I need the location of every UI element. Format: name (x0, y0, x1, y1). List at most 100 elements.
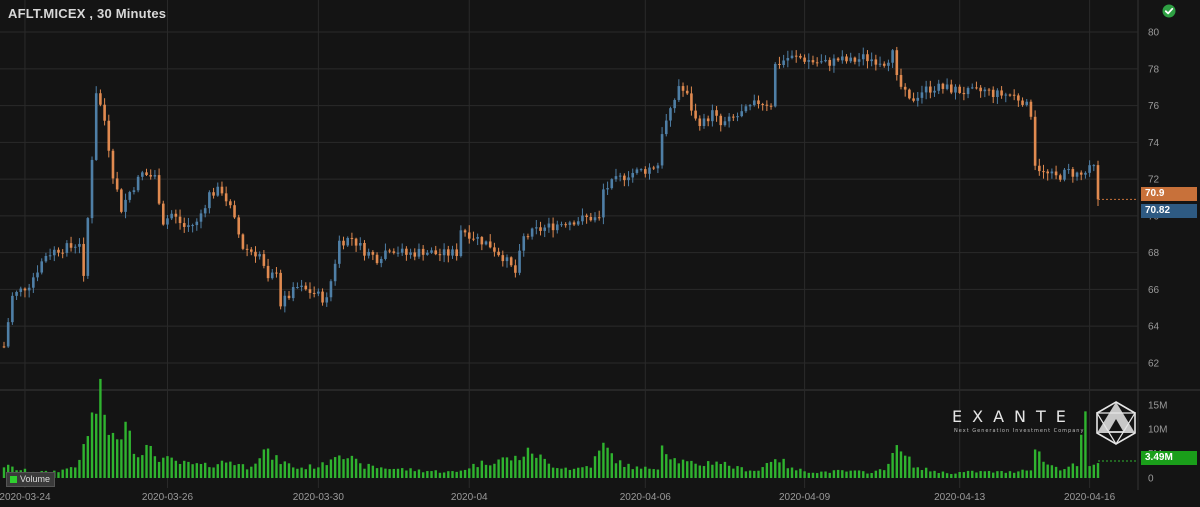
candle-body (48, 255, 52, 257)
candle-body (11, 295, 14, 323)
volume-bar (958, 471, 961, 478)
volume-bar (396, 468, 400, 478)
candle-body (673, 99, 676, 109)
volume-bar (484, 464, 488, 478)
volume-bar (468, 468, 471, 478)
candle-body (287, 295, 291, 299)
volume-bar (711, 464, 714, 478)
volume-swatch (10, 476, 17, 483)
volume-bar (1021, 469, 1024, 478)
volume-bar (296, 468, 299, 478)
volume-bar (945, 473, 949, 478)
volume-bar (224, 462, 228, 478)
candle-body (887, 62, 890, 66)
volume-tick-label: 10M (1148, 425, 1167, 436)
volume-bar (442, 472, 446, 478)
volume-bar (405, 470, 408, 478)
candle-body (677, 86, 681, 100)
volume-legend[interactable]: Volume (6, 472, 56, 487)
candle-body (752, 100, 756, 106)
candle-body (426, 252, 429, 255)
candle-body (983, 89, 987, 92)
volume-bar (849, 470, 852, 478)
volume-bar (74, 467, 77, 478)
candle-body (539, 227, 542, 231)
price-tick-label: 68 (1148, 248, 1160, 259)
volume-bar (124, 421, 127, 478)
candle-body (644, 169, 647, 174)
candle-body (61, 252, 64, 254)
candle-body (82, 243, 85, 276)
candle-body (1092, 165, 1096, 167)
candle-body (1029, 101, 1033, 117)
candle-body (329, 281, 333, 298)
candle-body (937, 83, 941, 91)
candle-body (333, 263, 337, 282)
candle-body (388, 250, 391, 252)
candle-body (15, 291, 18, 296)
volume-bar (1080, 434, 1083, 478)
candle-body (203, 208, 207, 214)
candle-body (1071, 169, 1075, 177)
candle-body (325, 297, 329, 303)
volume-bar (715, 461, 718, 478)
candle-body (191, 225, 194, 227)
candle-body (1017, 95, 1020, 101)
candle-body (790, 55, 794, 59)
candle-body (740, 111, 744, 117)
candle-body (23, 288, 27, 291)
volume-bar (346, 458, 349, 478)
candle-body (597, 217, 601, 219)
price-tick-label: 72 (1148, 175, 1160, 186)
volume-bar (434, 470, 437, 478)
candle-body (396, 252, 400, 254)
candle-body (954, 86, 957, 93)
volume-bar (417, 469, 421, 478)
candle-body (111, 150, 115, 179)
volume-bar (447, 471, 450, 478)
time-tick-label: 2020-04-16 (1064, 492, 1116, 503)
volume-bar (262, 449, 266, 478)
volume-bar (480, 460, 484, 478)
volume-bar (220, 460, 224, 478)
volume-bar (413, 471, 416, 478)
volume-bar (509, 460, 513, 478)
candle-body (480, 237, 484, 245)
candle-body (782, 60, 785, 66)
candle-body (698, 118, 702, 127)
volume-bar (677, 463, 681, 478)
candle-body (86, 218, 90, 276)
volume-bar (522, 456, 525, 478)
candle-body (736, 116, 739, 118)
volume-bar (656, 469, 660, 478)
candle-body (664, 120, 668, 135)
volume-bar (380, 467, 383, 478)
candle-body (52, 249, 56, 256)
candle-body (497, 251, 500, 256)
candle-body (430, 250, 433, 253)
volume-bar (761, 467, 764, 478)
candle-body (535, 227, 538, 229)
volume-bar (229, 461, 232, 478)
volume-bar (660, 445, 664, 478)
candle-body (694, 110, 697, 119)
volume-bar (308, 464, 312, 478)
volume-bar (287, 463, 291, 478)
candle-body (472, 238, 475, 240)
price-tick-label: 78 (1148, 64, 1160, 75)
candle-body (342, 240, 345, 246)
volume-bar (329, 459, 333, 478)
volume-bar (359, 463, 362, 478)
volume-bar (644, 466, 647, 478)
volume-bar (216, 464, 219, 478)
volume-bar (950, 474, 953, 478)
volume-bar (191, 464, 194, 478)
volume-bar (845, 471, 848, 478)
check-circle-icon[interactable] (1162, 4, 1176, 18)
candle-body (828, 59, 832, 66)
volume-bar (342, 459, 345, 478)
volume-bar (686, 461, 689, 478)
volume-bar (333, 457, 337, 478)
volume-bar (987, 470, 991, 478)
candle-body (744, 106, 748, 112)
